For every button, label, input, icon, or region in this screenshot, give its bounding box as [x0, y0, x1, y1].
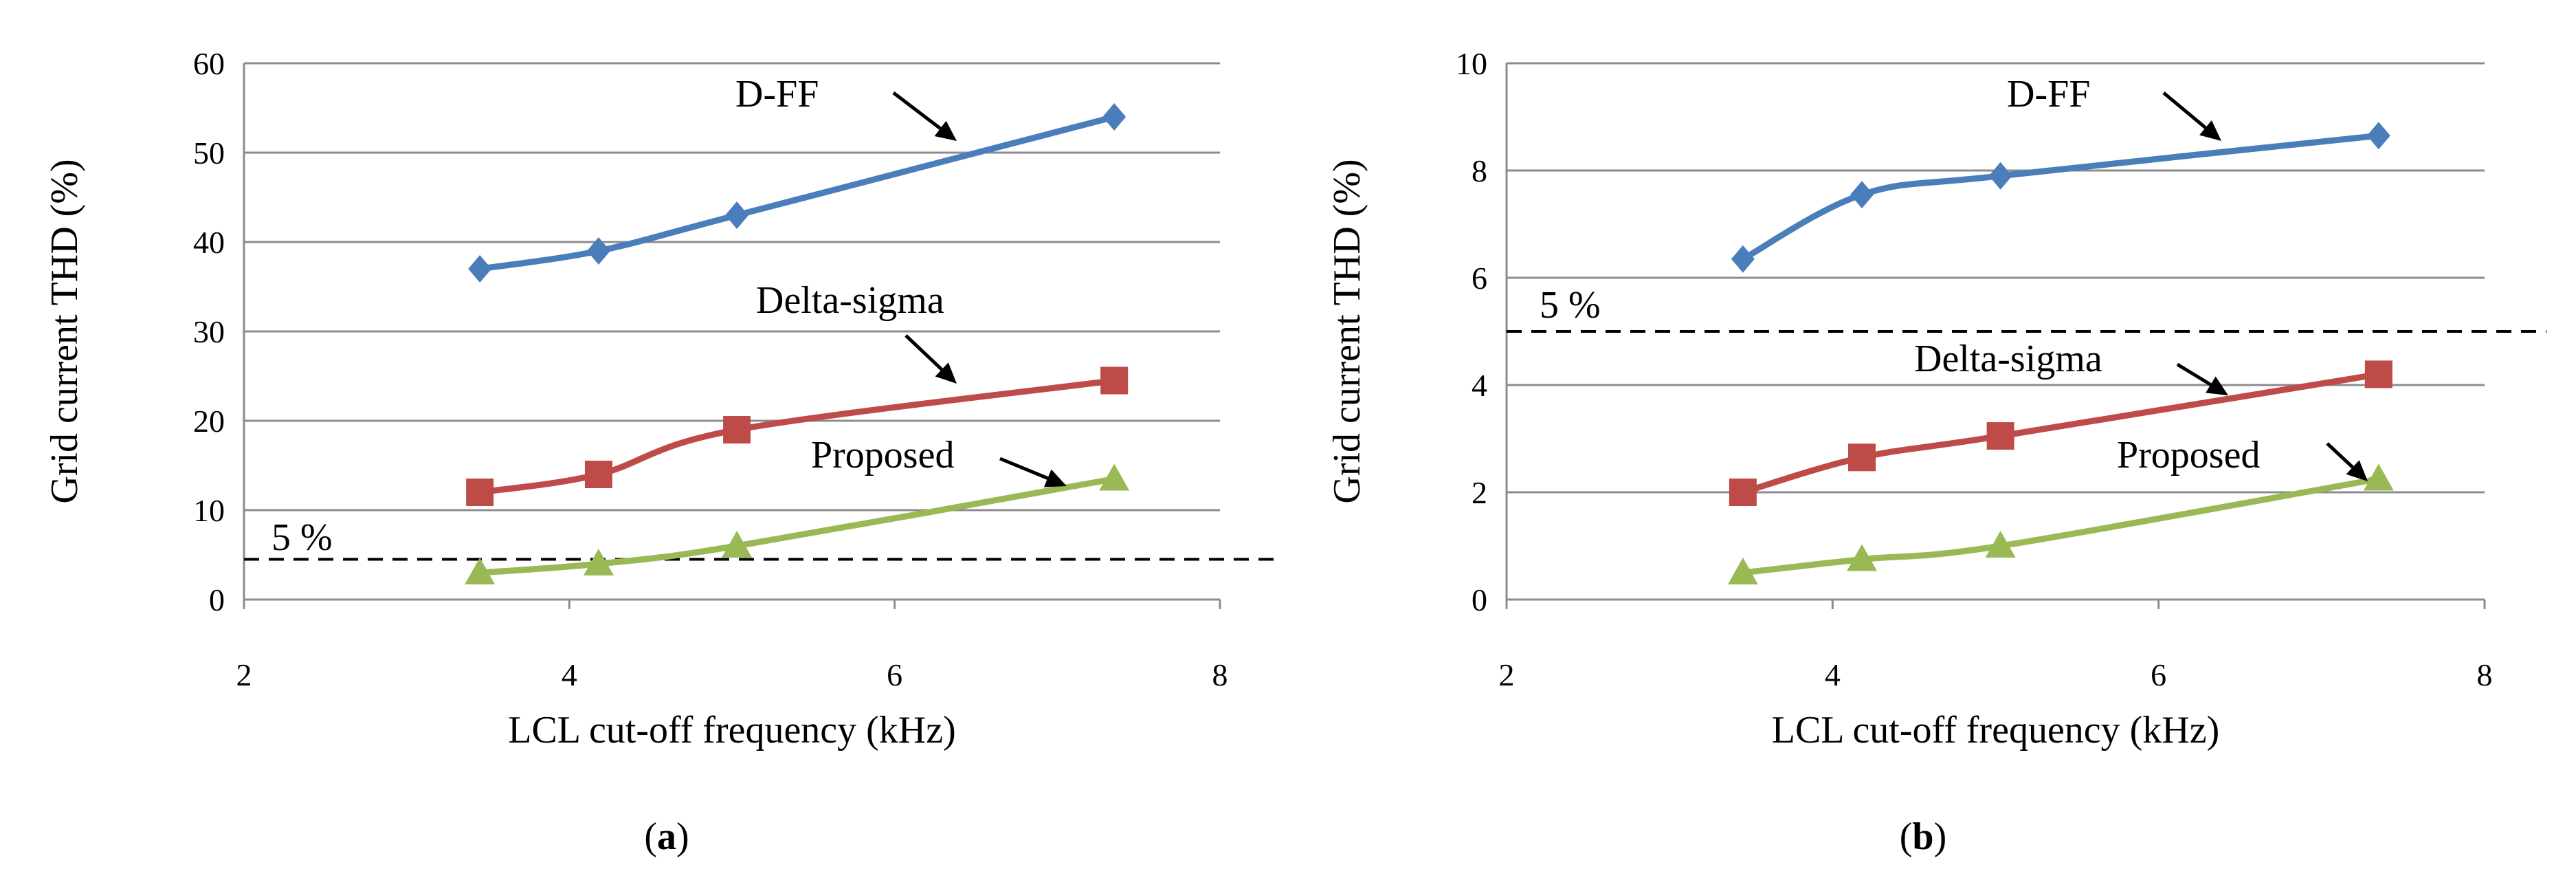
- y-tick-label: 6: [1472, 261, 1487, 296]
- x-tick-label: 2: [236, 657, 252, 692]
- y-tick-label: 30: [193, 314, 225, 349]
- series-line-proposed: [479, 476, 1115, 576]
- data-point-delta-sigma: [1848, 443, 1876, 472]
- series-line-d-ff: [479, 113, 1115, 272]
- series-line-proposed: [1742, 476, 2379, 576]
- data-point-d-ff: [1988, 162, 2012, 190]
- data-point-d-ff: [2366, 122, 2390, 150]
- data-point-delta-sigma: [1100, 366, 1129, 395]
- annotation-arrowhead: [2346, 460, 2368, 481]
- annotation-arrowhead: [2199, 120, 2221, 141]
- data-point-d-ff: [1102, 103, 1126, 131]
- data-point-delta-sigma: [2364, 360, 2392, 388]
- data-point-proposed: [1727, 558, 1758, 584]
- annotation-arrow: [2326, 442, 2354, 469]
- data-point-proposed: [2363, 463, 2394, 491]
- data-point-delta-sigma: [584, 461, 612, 488]
- panel-caption: (b): [1900, 815, 1946, 858]
- annotation-arrowhead: [934, 120, 957, 141]
- threshold-label: 5 %: [1540, 284, 1601, 327]
- annotation-arrow: [2162, 91, 2207, 129]
- y-tick-label: 50: [193, 135, 225, 171]
- series-annotation: Proposed: [811, 434, 954, 476]
- annotation-arrow: [999, 457, 1049, 480]
- annotation-arrow: [904, 334, 943, 371]
- caption-paren: (: [1900, 815, 1913, 858]
- data-point-delta-sigma: [723, 416, 751, 443]
- series-line-d-ff: [1741, 132, 2379, 262]
- panel-label: b: [1912, 815, 1933, 858]
- x-tick-label: 6: [887, 657, 902, 692]
- data-point-d-ff: [586, 237, 610, 265]
- caption-paren: ): [1934, 815, 1947, 858]
- series-annotation: Proposed: [2117, 434, 2260, 476]
- y-tick-label: 0: [1472, 582, 1487, 617]
- y-tick-label: 10: [1456, 46, 1487, 81]
- x-axis-label: LCL cut-off frequency (kHz): [1772, 709, 2220, 751]
- x-tick-label: 2: [1499, 657, 1515, 692]
- data-point-proposed: [583, 549, 614, 575]
- series-annotation: Delta-sigma: [756, 279, 944, 322]
- data-point-proposed: [465, 558, 496, 584]
- series-annotation: D-FF: [2007, 73, 2090, 116]
- data-point-proposed: [1847, 544, 1878, 571]
- y-tick-label: 20: [193, 404, 225, 439]
- chart-panel-b: 0 2 4 6 8 10 2 4 6 8 Grid current THD (%) LCL cut-o…: [1326, 46, 2546, 858]
- y-tick-label: 2: [1472, 475, 1487, 510]
- annotation-arrow: [2176, 362, 2212, 386]
- x-tick-label: 8: [2477, 657, 2493, 692]
- series-line-delta-sigma: [479, 377, 1115, 496]
- caption-paren: (: [644, 815, 657, 858]
- x-tick-label: 8: [1212, 657, 1228, 692]
- data-point-d-ff: [1731, 245, 1755, 273]
- y-axis-label: Grid current THD (%): [1326, 159, 1368, 503]
- panel-label: a: [657, 815, 676, 858]
- y-tick-label: 60: [193, 46, 225, 81]
- y-tick-label: 4: [1472, 368, 1487, 403]
- threshold-label: 5 %: [271, 516, 333, 559]
- annotation-arrowhead: [935, 362, 957, 384]
- y-tick-label: 0: [209, 582, 225, 617]
- data-point-proposed: [1985, 531, 2016, 558]
- caption-paren: ): [676, 815, 689, 858]
- series-annotation: Delta-sigma: [1914, 338, 2102, 380]
- y-axis-label: Grid current THD (%): [43, 159, 86, 503]
- data-point-d-ff: [725, 201, 749, 229]
- x-tick-label: 6: [2151, 657, 2166, 692]
- data-point-delta-sigma: [466, 479, 494, 506]
- y-tick-label: 40: [193, 225, 225, 260]
- data-point-proposed: [722, 531, 753, 558]
- chart-panel-a: 0 10 20 30 40 50 60 2 4 6 8 Grid current THD (%) LCL…: [43, 46, 1282, 858]
- data-point-proposed: [1099, 463, 1130, 491]
- data-point-delta-sigma: [1729, 479, 1757, 506]
- annotation-arrowhead: [1043, 469, 1067, 487]
- annotation-arrow: [892, 91, 942, 130]
- series-line-delta-sigma: [1742, 371, 2379, 496]
- series-annotation: D-FF: [735, 73, 819, 116]
- x-axis-label: LCL cut-off frequency (kHz): [508, 709, 956, 751]
- y-tick-label: 10: [193, 493, 225, 528]
- data-point-d-ff: [468, 255, 492, 283]
- x-tick-label: 4: [1825, 657, 1841, 692]
- annotation-arrowhead: [2206, 376, 2228, 395]
- data-point-d-ff: [1850, 181, 1874, 209]
- panel-caption: (a): [644, 815, 689, 858]
- y-tick-label: 8: [1472, 153, 1487, 188]
- x-tick-label: 4: [562, 657, 577, 692]
- data-point-delta-sigma: [1986, 422, 2014, 450]
